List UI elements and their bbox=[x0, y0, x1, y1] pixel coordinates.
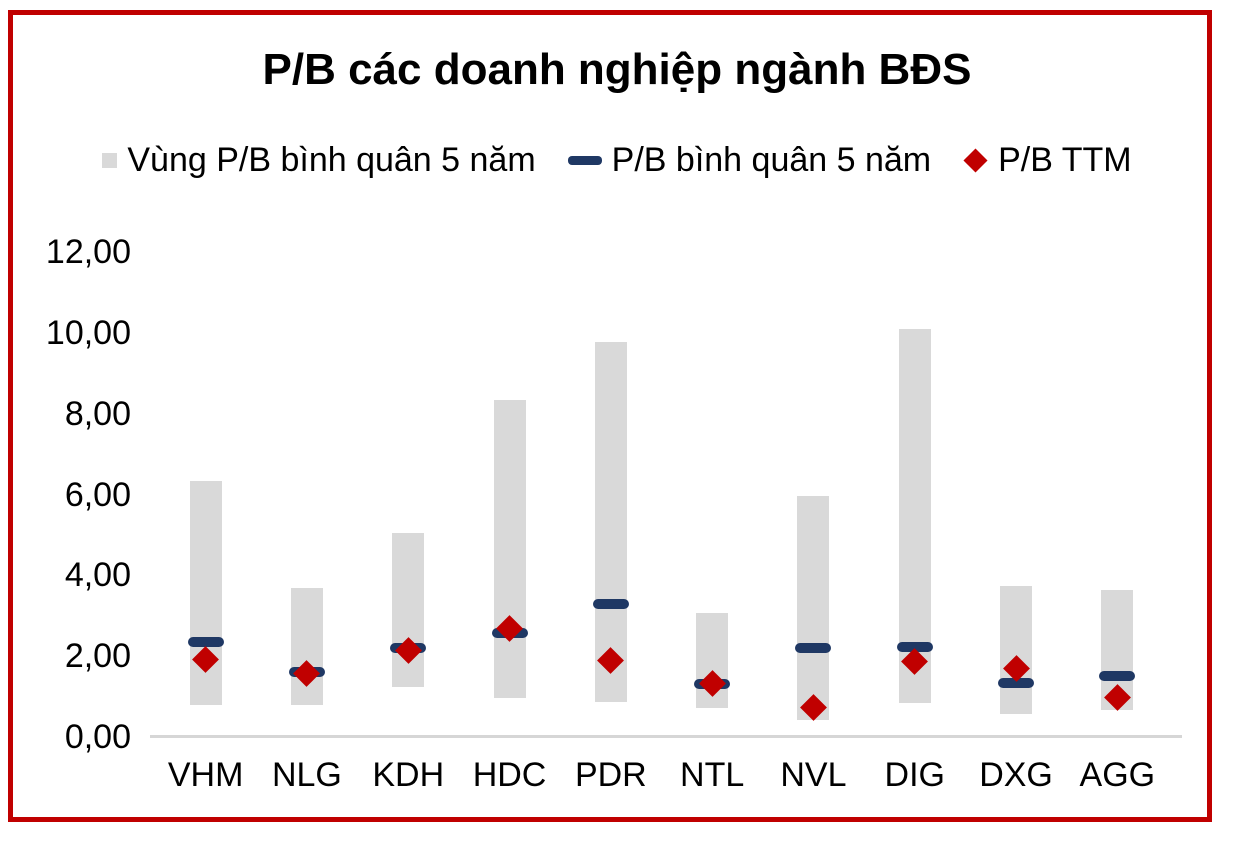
range-bar bbox=[392, 533, 425, 688]
legend-item-ttm: P/B TTM bbox=[963, 136, 1132, 184]
range-bar bbox=[1000, 585, 1033, 715]
range-bar bbox=[493, 399, 526, 699]
x-category-label: PDR bbox=[574, 756, 647, 794]
x-category-label: DXG bbox=[979, 756, 1053, 794]
average-dash-marker bbox=[1099, 671, 1136, 682]
x-category-label: AGG bbox=[1079, 756, 1156, 794]
y-tick-label: 10,00 bbox=[45, 314, 131, 352]
y-tick-label: 4,00 bbox=[64, 556, 131, 595]
x-axis-line bbox=[150, 735, 1182, 738]
average-dash-marker bbox=[187, 637, 224, 648]
y-tick-label: 8,00 bbox=[64, 394, 131, 433]
range-swatch-icon bbox=[102, 152, 118, 168]
x-category-label: DIG bbox=[884, 756, 945, 794]
x-category-label: NVL bbox=[780, 756, 847, 794]
range-bar bbox=[797, 496, 830, 721]
legend-item-label: Vùng P/B bình quân 5 năm bbox=[127, 141, 536, 179]
legend-item-range: Vùng P/B bình quân 5 năm bbox=[102, 136, 536, 184]
x-category-label: KDH bbox=[372, 756, 445, 794]
average-dash-icon bbox=[567, 155, 602, 165]
average-dash-marker bbox=[795, 643, 832, 654]
range-bar bbox=[898, 328, 931, 704]
legend-item-average: P/B bình quân 5 năm bbox=[567, 136, 932, 184]
legend-item-label: P/B TTM bbox=[998, 141, 1132, 179]
y-tick-label: 12,00 bbox=[45, 233, 131, 272]
chart-title: P/B các doanh nghiệp ngành BĐS bbox=[262, 45, 972, 94]
y-tick-label: 2,00 bbox=[64, 637, 131, 676]
legend: Vùng P/B bình quân 5 năm P/B bình quân 5… bbox=[0, 136, 1234, 184]
x-category-label: HDC bbox=[472, 756, 547, 794]
x-category-label: VHM bbox=[167, 756, 244, 794]
legend-item-label: P/B bình quân 5 năm bbox=[611, 141, 932, 179]
average-dash-marker bbox=[998, 678, 1035, 689]
x-category-label: NTL bbox=[680, 756, 745, 794]
x-category-label: NLG bbox=[271, 756, 342, 794]
range-bar bbox=[594, 342, 627, 703]
y-tick-label: 6,00 bbox=[64, 475, 131, 514]
average-dash-marker bbox=[896, 642, 933, 653]
y-tick-label: 0,00 bbox=[64, 718, 131, 756]
ttm-diamond-icon bbox=[963, 147, 988, 173]
average-dash-marker bbox=[592, 599, 629, 610]
range-bar bbox=[290, 587, 323, 706]
